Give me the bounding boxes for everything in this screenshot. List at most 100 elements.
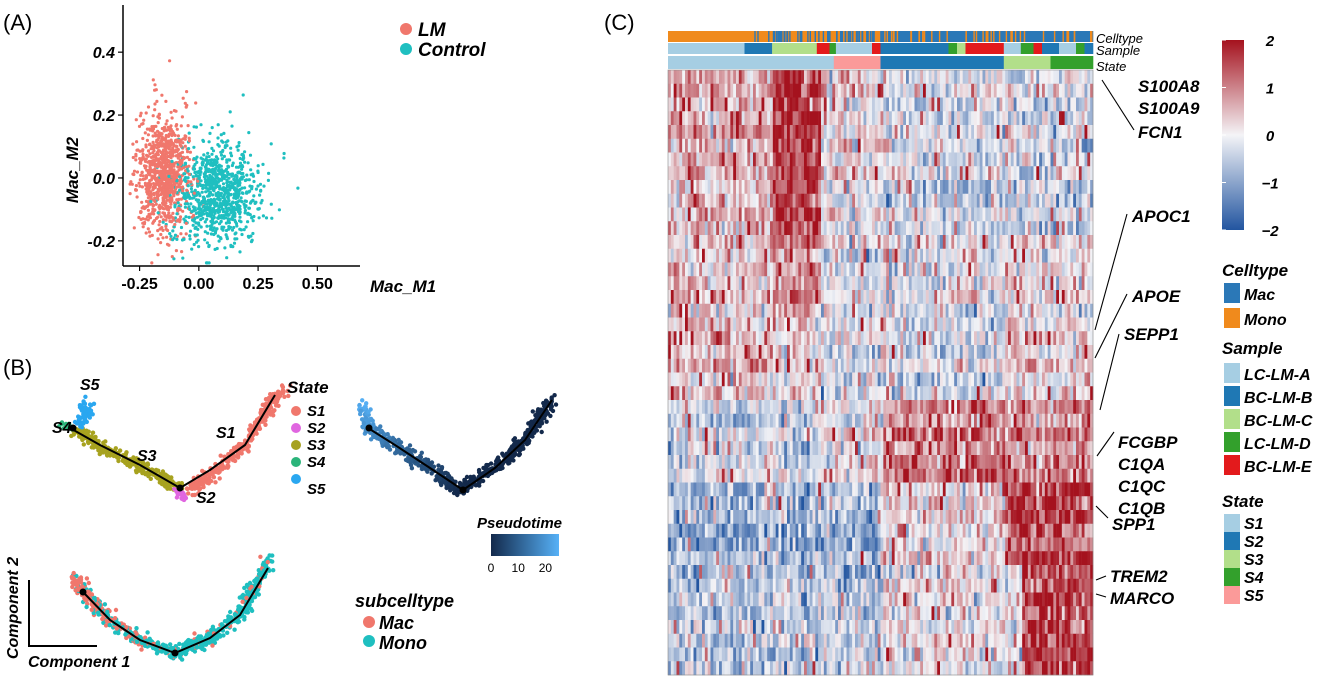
- heatmap-cell: [942, 70, 946, 84]
- heatmap-cell: [917, 111, 921, 126]
- heatmap-cell: [942, 97, 946, 112]
- trajectory-point: [194, 482, 199, 487]
- heatmap-cell: [923, 138, 927, 153]
- annotation-segment: [816, 43, 830, 54]
- scatter-point: [148, 169, 152, 173]
- heatmap-cell: [1053, 97, 1057, 112]
- trajectory-point: [78, 424, 83, 429]
- heatmap-cell: [702, 138, 706, 153]
- scatter-point: [131, 142, 135, 146]
- scatter-point: [132, 169, 137, 173]
- heatmap-cell: [1033, 97, 1037, 112]
- heatmap-cell: [815, 70, 819, 84]
- scatter-point: [190, 190, 194, 194]
- heatmap-cell: [764, 83, 768, 98]
- scatter-point: [264, 216, 269, 220]
- scatter-point: [238, 210, 242, 214]
- heatmap-cell: [1002, 83, 1006, 98]
- heatmap-cell: [801, 70, 805, 84]
- heatmap-cell: [1070, 111, 1074, 126]
- scatter-point: [190, 196, 194, 200]
- heatmap-cell: [897, 97, 901, 112]
- heatmap-cell: [1053, 83, 1057, 98]
- scatter-point: [235, 175, 239, 179]
- heatmap-cell: [1010, 70, 1014, 84]
- scatter-point: [201, 216, 205, 220]
- heatmap-cell: [784, 111, 788, 126]
- heatmap-cell: [676, 125, 680, 139]
- scatter-point: [216, 123, 220, 127]
- scatter-point: [229, 211, 233, 215]
- heatmap-cell: [880, 138, 884, 153]
- scatter-point: [249, 173, 253, 177]
- scatter-point: [210, 146, 214, 150]
- heatmap-cell: [1076, 97, 1080, 112]
- scatter-point: [202, 153, 206, 157]
- heatmap-cell: [778, 70, 782, 84]
- heatmap-cell: [673, 70, 677, 84]
- heatmap-cell: [849, 70, 853, 84]
- scatter-point: [184, 232, 188, 236]
- heatmap-cell: [778, 138, 782, 153]
- scatter-point: [202, 212, 206, 216]
- pseudotime-colorbar: [491, 534, 559, 556]
- scatter-point: [134, 118, 138, 122]
- heatmap-cell: [937, 125, 941, 139]
- heatmap-cell: [738, 97, 742, 112]
- heatmap-cell: [1050, 97, 1054, 112]
- heatmap-cell: [775, 83, 779, 98]
- heatmap-cell: [849, 125, 853, 139]
- heatmap-cell: [872, 70, 876, 84]
- heatmap-cell: [1078, 70, 1082, 84]
- trajectory-point: [231, 445, 237, 451]
- heatmap-cell: [914, 70, 918, 84]
- scatter-point: [230, 163, 234, 168]
- heatmap-cell: [775, 70, 779, 84]
- x-tick-label: -0.25: [121, 276, 158, 293]
- scatter-point: [156, 237, 160, 241]
- scatter-point: [252, 214, 256, 219]
- heatmap-cell: [826, 70, 830, 84]
- scatter-point: [129, 180, 133, 184]
- heatmap-cell: [727, 97, 731, 112]
- heatmap-cell: [682, 70, 686, 84]
- heatmap-cell: [795, 97, 799, 112]
- scatter-point: [214, 166, 218, 171]
- scatter-point: [182, 178, 186, 182]
- heatmap-cell: [741, 125, 745, 139]
- scatter-point: [187, 139, 191, 143]
- scatter-point: [232, 225, 236, 230]
- scatter-point: [224, 228, 229, 233]
- scatter-point: [158, 219, 162, 224]
- scatter-point: [179, 138, 183, 142]
- scatter-point: [187, 136, 191, 140]
- heatmap-cell: [772, 111, 776, 126]
- annotation-segment: [866, 31, 868, 42]
- scatter-point: [170, 148, 174, 152]
- heatmap-cell: [668, 152, 672, 167]
- heatmap-cell: [877, 97, 881, 112]
- heatmap-cell: [804, 83, 808, 98]
- trajectory-point: [368, 437, 374, 442]
- heatmap-cell: [934, 138, 938, 153]
- scatter-point: [187, 147, 191, 151]
- scatter-point: [224, 221, 228, 225]
- annotation-segment: [872, 43, 881, 54]
- heatmap-cell: [812, 111, 816, 126]
- scatter-point: [186, 202, 190, 206]
- heatmap-cell: [747, 83, 751, 98]
- scatter-point: [158, 185, 162, 189]
- heatmap-cell: [957, 125, 961, 139]
- x-tick-label: 0.25: [243, 276, 274, 293]
- heatmap-cell: [993, 138, 997, 153]
- heatmap-cell: [721, 152, 725, 167]
- heatmap-cell: [917, 138, 921, 153]
- scatter-point: [173, 222, 177, 227]
- scatter-point: [198, 183, 202, 187]
- legend-label-lm: LM: [418, 20, 447, 41]
- scatter-point: [211, 167, 215, 171]
- heatmap-cell: [710, 70, 714, 84]
- trajectory-point: [412, 449, 418, 454]
- heatmap-cell: [767, 83, 771, 98]
- heatmap-cell: [840, 125, 844, 139]
